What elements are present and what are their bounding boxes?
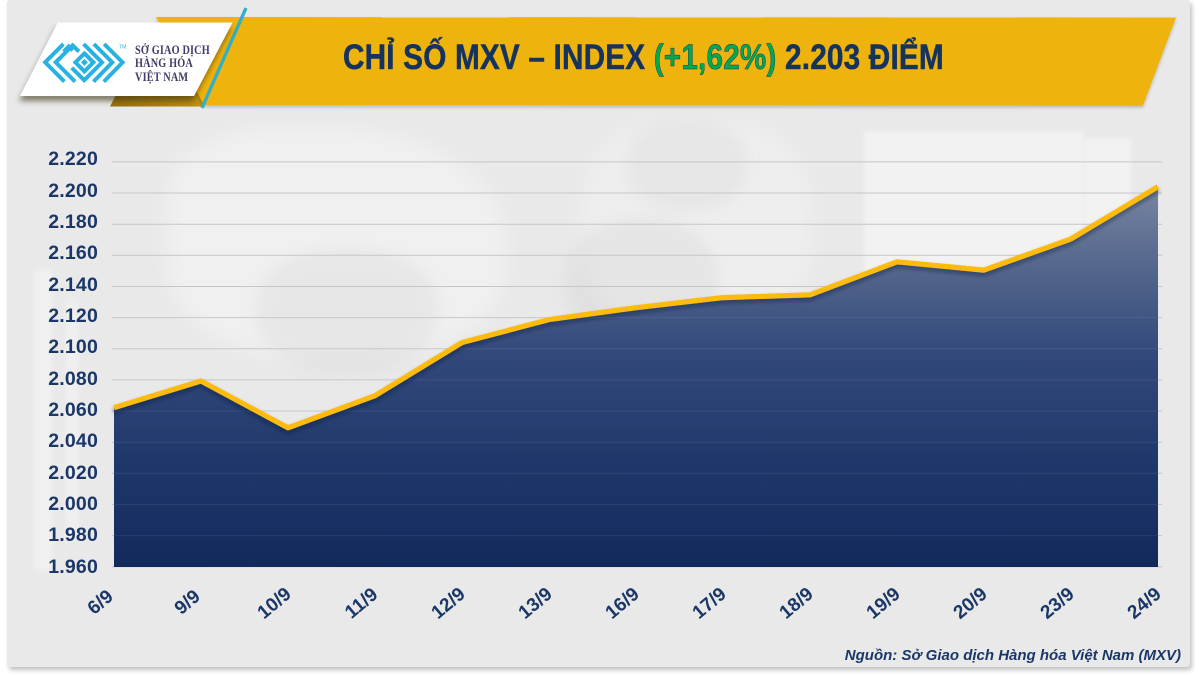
svg-text:TM: TM [119, 45, 127, 51]
